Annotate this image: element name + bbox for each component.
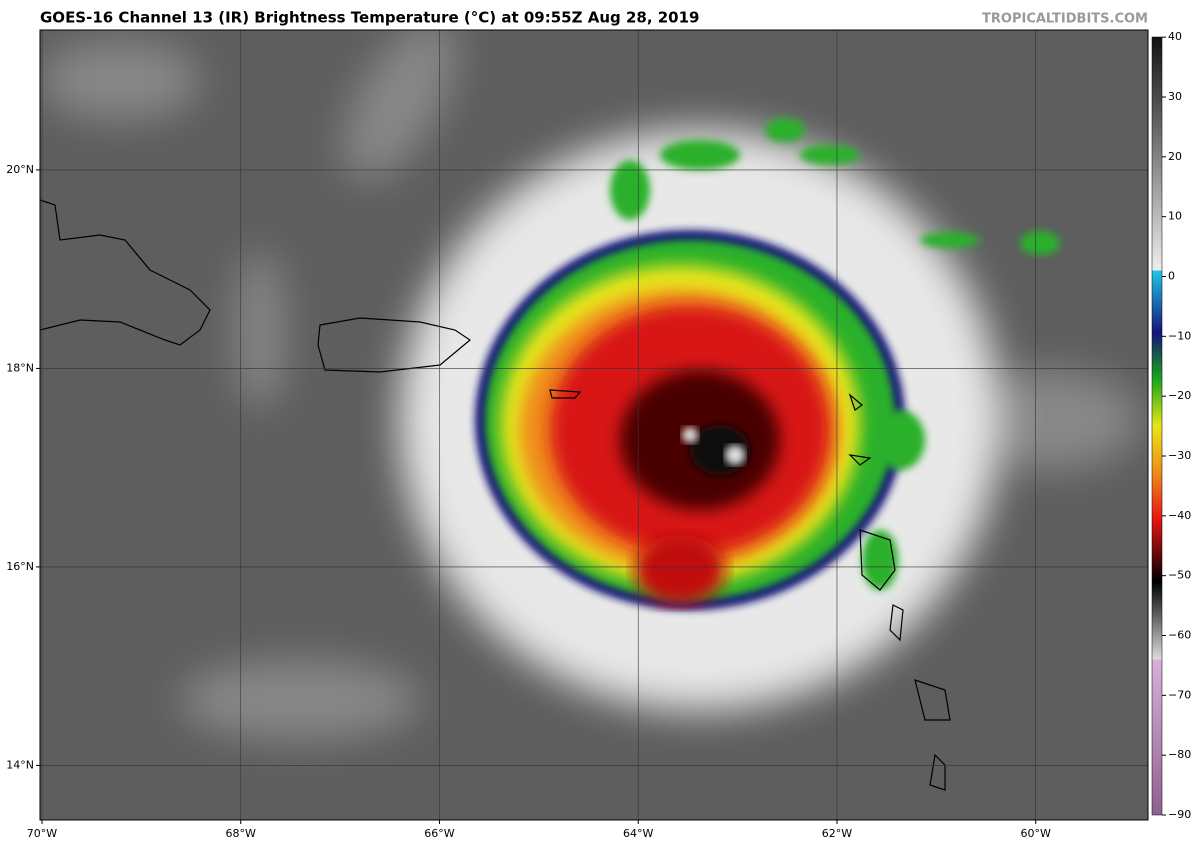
- colorbar-label: 40: [1168, 30, 1182, 43]
- colorbar-label: −80: [1168, 748, 1191, 761]
- credit: TROPICALTIDBITS.COM: [982, 12, 1148, 27]
- colorbar-label: −50: [1168, 569, 1191, 582]
- colorbar-label: −40: [1168, 509, 1191, 522]
- lon-tick-label: 62°W: [822, 827, 852, 840]
- colorbar-label: −90: [1168, 808, 1191, 821]
- colorbar-label: −30: [1168, 449, 1191, 462]
- colorbar-label: 0: [1168, 270, 1175, 283]
- lat-tick-label: 20°N: [6, 163, 34, 176]
- lon-tick-label: 68°W: [226, 827, 256, 840]
- colorbar: [1151, 36, 1163, 816]
- map-frame: [39, 29, 1149, 821]
- colorbar-label: 30: [1168, 90, 1182, 103]
- lon-tick-label: 70°W: [27, 827, 57, 840]
- title: GOES-16 Channel 13 (IR) Brightness Tempe…: [40, 9, 700, 27]
- lon-tick-label: 64°W: [623, 827, 653, 840]
- satellite-image: [40, 30, 1148, 820]
- lon-tick-label: 60°W: [1021, 827, 1051, 840]
- colorbar-label: 20: [1168, 150, 1182, 163]
- colorbar-label: 10: [1168, 210, 1182, 223]
- colorbar-label: −70: [1168, 688, 1191, 701]
- colorbar-label: −60: [1168, 629, 1191, 642]
- lon-tick-label: 66°W: [424, 827, 454, 840]
- colorbar-label: −10: [1168, 329, 1191, 342]
- lat-tick-label: 16°N: [6, 560, 34, 573]
- lat-tick-label: 18°N: [6, 361, 34, 374]
- lat-tick-label: 14°N: [6, 758, 34, 771]
- graticule: [40, 30, 1148, 820]
- colorbar-label: −20: [1168, 389, 1191, 402]
